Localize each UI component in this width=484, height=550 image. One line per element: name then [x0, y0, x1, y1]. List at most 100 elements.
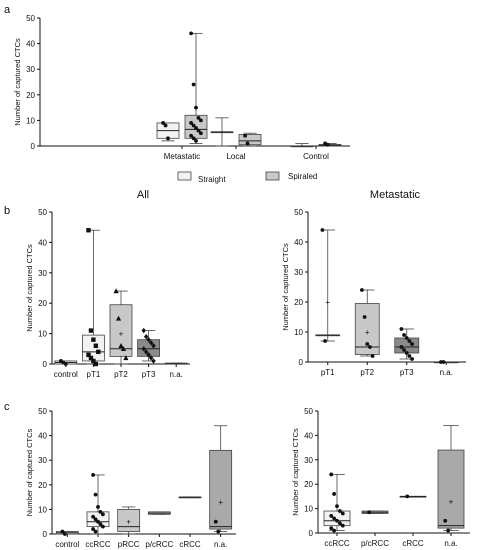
x-tick-label: pT3 — [142, 370, 156, 379]
box-body — [323, 510, 351, 527]
box-body — [209, 449, 233, 530]
data-point — [91, 527, 96, 531]
y-tick-label: 10 — [304, 505, 313, 514]
data-point — [93, 343, 99, 348]
data-point — [148, 355, 154, 361]
data-point — [98, 522, 103, 527]
data-point — [91, 473, 96, 477]
y-tick-label: 20 — [304, 480, 313, 489]
data-point — [329, 514, 334, 518]
data-point — [325, 142, 330, 147]
box-p-crcc — [147, 511, 171, 515]
box-body — [238, 134, 262, 146]
data-point — [115, 315, 122, 321]
y-axis-title: Number of captured CTCs — [25, 428, 34, 516]
data-point — [96, 349, 101, 355]
y-tick-label: 20 — [26, 91, 35, 100]
data-point — [329, 472, 334, 477]
box-pt2: + — [109, 288, 133, 365]
box-body — [354, 303, 380, 355]
x-tick-label: ccRCC — [85, 540, 111, 549]
chart-title: All — [137, 189, 149, 201]
data-point — [337, 509, 342, 513]
y-tick-label: 30 — [304, 456, 313, 465]
data-point — [86, 352, 91, 358]
data-point — [60, 529, 65, 534]
y-tick-label: 20 — [38, 299, 47, 308]
data-point — [191, 123, 196, 128]
y-tick-label: 40 — [304, 431, 313, 440]
box-body — [437, 449, 465, 529]
data-point — [441, 360, 446, 364]
mean-marker: + — [218, 498, 223, 507]
data-point — [63, 362, 68, 366]
data-point — [96, 519, 100, 524]
data-point — [323, 339, 327, 343]
x-tick-label: pT3 — [400, 368, 414, 377]
x-tick-label: pT2 — [114, 370, 128, 379]
y-axis-title: Number of captured CTCs — [25, 244, 34, 332]
chart-title: Metastatic — [370, 189, 421, 201]
data-point — [332, 516, 337, 521]
x-tick-label: n.a. — [214, 540, 227, 549]
data-point — [93, 517, 98, 522]
x-tick-label: control — [55, 540, 79, 549]
data-point — [402, 333, 406, 337]
data-point — [194, 138, 198, 143]
data-point — [405, 494, 410, 499]
data-point — [410, 357, 414, 361]
legend-swatch — [265, 171, 280, 181]
legend-item: Straight — [177, 171, 226, 184]
box-n-a-: + — [209, 425, 233, 534]
data-point — [198, 131, 203, 136]
x-tick-label: pT2 — [360, 368, 374, 377]
mean-marker: + — [449, 497, 454, 506]
x-tick-label: n.a. — [170, 370, 183, 379]
data-point — [91, 337, 96, 342]
box-metastatic — [184, 31, 208, 144]
data-point — [404, 336, 409, 340]
data-point — [100, 512, 105, 517]
panel-label-a: a — [4, 4, 11, 16]
box-pt2: + — [354, 288, 380, 358]
y-tick-label: 50 — [304, 407, 313, 416]
box-local — [210, 117, 234, 147]
x-tick-label: pT1 — [87, 370, 101, 379]
y-tick-label: 0 — [31, 142, 36, 151]
data-point — [98, 509, 103, 514]
data-point — [368, 345, 372, 349]
data-point — [62, 532, 67, 536]
y-tick-label: 0 — [309, 529, 314, 538]
data-point — [243, 133, 248, 138]
data-point — [146, 352, 151, 358]
data-point — [100, 524, 105, 529]
legend-item: Spiraled — [265, 171, 317, 181]
data-point — [335, 518, 339, 523]
data-point — [332, 528, 337, 533]
x-tick-label: Metastatic — [164, 152, 200, 161]
data-point — [370, 354, 375, 358]
y-axis-title: Number of captured CTCs — [291, 428, 300, 516]
y-tick-label: 30 — [26, 65, 35, 74]
box-p-crcc — [361, 510, 389, 515]
data-point — [340, 511, 345, 516]
legend-label: Straight — [198, 175, 226, 184]
x-tick-label: pRCC — [118, 540, 140, 549]
data-point — [189, 31, 194, 36]
data-point — [399, 345, 404, 349]
y-tick-label: 50 — [38, 208, 47, 217]
data-point — [439, 360, 443, 364]
x-tick-label: Control — [303, 152, 329, 161]
y-tick-label: 0 — [299, 358, 304, 367]
box-ccrcc — [86, 473, 110, 535]
chart-c-metastatic: 0 10 20 30 40 50 Number of captured CTCs ccRCC p… — [291, 407, 470, 548]
data-point — [93, 529, 98, 534]
data-point — [189, 133, 194, 138]
data-point — [146, 336, 151, 343]
y-tick-label: 10 — [26, 116, 35, 125]
data-point — [151, 358, 156, 364]
data-point — [365, 342, 370, 346]
box-pt1 — [82, 228, 105, 367]
x-tick-label: Local — [226, 152, 245, 161]
box-metastatic — [156, 121, 180, 142]
